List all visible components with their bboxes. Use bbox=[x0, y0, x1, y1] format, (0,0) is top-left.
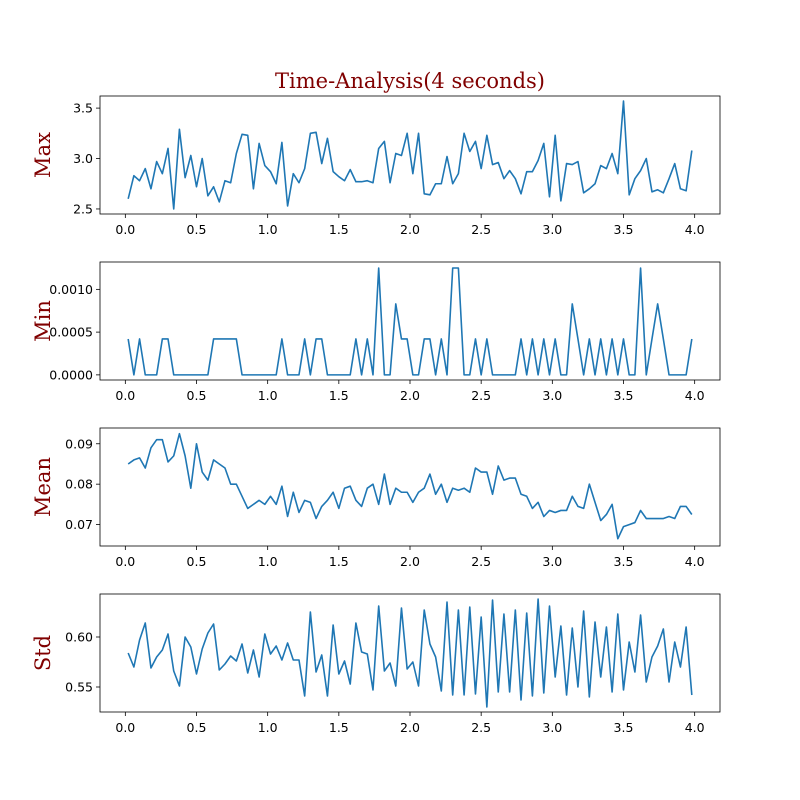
x-tick-label: 4.0 bbox=[685, 222, 705, 237]
x-tick-label: 4.0 bbox=[685, 720, 705, 735]
x-tick-label: 2.0 bbox=[400, 720, 420, 735]
x-tick-label: 3.0 bbox=[542, 222, 562, 237]
x-tick-label: 0.5 bbox=[187, 554, 207, 569]
data-line bbox=[127, 432, 693, 540]
y-axis-label: Mean bbox=[31, 457, 55, 517]
x-tick-label: 3.0 bbox=[542, 720, 562, 735]
y-tick-label: 0.09 bbox=[65, 436, 93, 451]
x-tick-label: 0.0 bbox=[115, 554, 135, 569]
y-axis-label: Min bbox=[31, 300, 55, 342]
y-tick-label: 0.08 bbox=[65, 477, 93, 492]
x-tick-label: 2.5 bbox=[471, 720, 491, 735]
x-tick-label: 1.5 bbox=[329, 554, 349, 569]
x-tick-label: 0.5 bbox=[187, 720, 207, 735]
x-tick-label: 3.5 bbox=[614, 388, 634, 403]
x-tick-label: 0.5 bbox=[187, 388, 207, 403]
x-tick-label: 0.0 bbox=[115, 222, 135, 237]
x-tick-label: 1.0 bbox=[258, 554, 278, 569]
data-line bbox=[127, 267, 693, 376]
y-tick-label: 0.0005 bbox=[49, 325, 93, 340]
y-tick-label: 0.0000 bbox=[49, 367, 93, 382]
x-tick-label: 0.0 bbox=[115, 720, 135, 735]
x-tick-label: 2.5 bbox=[471, 554, 491, 569]
x-tick-label: 1.5 bbox=[329, 720, 349, 735]
y-tick-label: 0.60 bbox=[65, 630, 93, 645]
y-tick-label: 0.55 bbox=[65, 680, 93, 695]
chart-title: Time-Analysis(4 seconds) bbox=[275, 69, 545, 93]
axes-frame bbox=[99, 261, 721, 381]
x-tick-label: 0.5 bbox=[187, 222, 207, 237]
y-axis-label: Max bbox=[31, 132, 55, 178]
data-line bbox=[127, 598, 693, 708]
x-tick-label: 1.0 bbox=[258, 720, 278, 735]
y-axis-label: Std bbox=[31, 635, 55, 671]
axes-frame bbox=[99, 593, 721, 713]
x-tick-label: 1.0 bbox=[258, 388, 278, 403]
axes-frame bbox=[99, 95, 721, 215]
x-tick-label: 2.0 bbox=[400, 388, 420, 403]
x-tick-label: 2.5 bbox=[471, 222, 491, 237]
x-tick-label: 4.0 bbox=[685, 388, 705, 403]
x-tick-label: 3.5 bbox=[614, 222, 634, 237]
y-tick-label: 0.0010 bbox=[49, 282, 93, 297]
y-tick-label: 3.0 bbox=[73, 151, 93, 166]
x-tick-label: 0.0 bbox=[115, 388, 135, 403]
x-tick-label: 3.5 bbox=[614, 554, 634, 569]
x-tick-label: 4.0 bbox=[685, 554, 705, 569]
x-tick-label: 3.5 bbox=[614, 720, 634, 735]
axes-frame bbox=[99, 427, 721, 547]
x-tick-label: 2.5 bbox=[471, 388, 491, 403]
y-tick-label: 0.07 bbox=[65, 517, 93, 532]
x-tick-label: 3.0 bbox=[542, 554, 562, 569]
x-tick-label: 2.0 bbox=[400, 554, 420, 569]
y-tick-label: 2.5 bbox=[73, 201, 93, 216]
y-tick-label: 3.5 bbox=[73, 101, 93, 116]
x-tick-label: 1.5 bbox=[329, 388, 349, 403]
x-tick-label: 1.5 bbox=[329, 222, 349, 237]
x-tick-label: 1.0 bbox=[258, 222, 278, 237]
data-line bbox=[127, 100, 693, 210]
x-tick-label: 2.0 bbox=[400, 222, 420, 237]
x-tick-label: 3.0 bbox=[542, 388, 562, 403]
